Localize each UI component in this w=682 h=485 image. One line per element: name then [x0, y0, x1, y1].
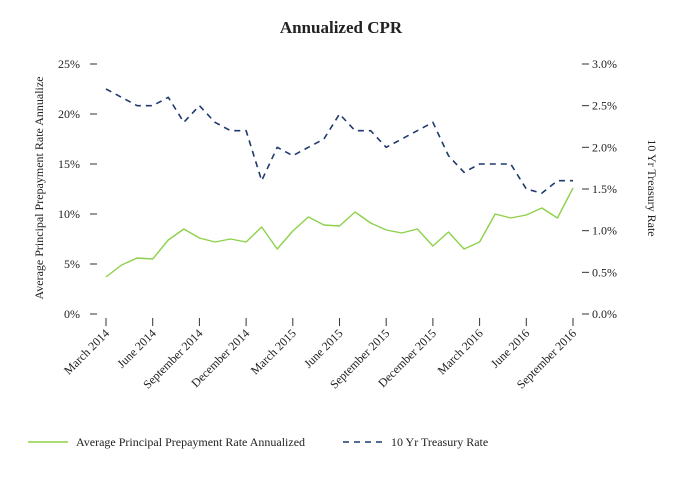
x-tick-label: June 2016: [488, 326, 533, 371]
series-layer: [105, 88, 574, 278]
x-tick-label: March 2016: [435, 326, 486, 377]
right-tick-label: 2.0%: [592, 140, 617, 154]
left-tick-label: 25%: [58, 57, 80, 71]
left-tick-label: 15%: [58, 157, 80, 171]
right-tick-label: 2.5%: [592, 99, 617, 113]
legend-label-treasury: 10 Yr Treasury Rate: [391, 435, 488, 449]
left-tick-label: 10%: [58, 207, 80, 221]
prepayment-rate-line: [105, 187, 574, 278]
left-tick-label: 5%: [64, 257, 80, 271]
chart-title: Annualized CPR: [280, 18, 403, 37]
right-tick-label: 0.5%: [592, 265, 617, 279]
right-tick-label: 3.0%: [592, 57, 617, 71]
treasury-rate-line: [105, 88, 573, 194]
right-tick-label: 1.0%: [592, 224, 617, 238]
legend: Average Principal Prepayment Rate Annual…: [28, 435, 488, 449]
x-tick-label: June 2014: [114, 326, 159, 371]
right-tick-label: 0.0%: [592, 307, 617, 321]
left-tick-label: 0%: [64, 307, 80, 321]
left-y-axis: 0% 5% 10% 15% 20% 25%: [58, 57, 97, 321]
legend-label-cpr: Average Principal Prepayment Rate Annual…: [76, 435, 305, 449]
x-tick-label: June 2015: [301, 326, 346, 371]
x-tick-label: March 2014: [61, 326, 112, 377]
right-axis-title: 10 Yr Treasury Rate: [645, 139, 659, 236]
right-y-axis: 0.0% 0.5% 1.0% 1.5% 2.0% 2.5% 3.0%: [582, 57, 617, 321]
x-tick-label: March 2015: [248, 326, 299, 377]
left-axis-title: Average Principal Prepayment Rate Annual…: [32, 76, 46, 299]
left-tick-label: 20%: [58, 107, 80, 121]
right-tick-label: 1.5%: [592, 182, 617, 196]
